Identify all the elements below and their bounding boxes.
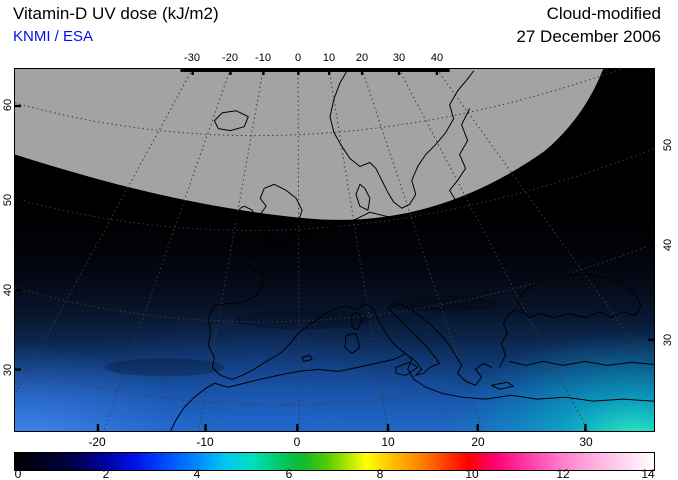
bottom-axis-label: 20 bbox=[471, 435, 485, 449]
source-credit: KNMI / ESA bbox=[13, 28, 94, 45]
map-canvas bbox=[15, 69, 654, 431]
top-axis-label: -30 bbox=[184, 52, 200, 64]
modifier-label: Cloud-modified bbox=[546, 4, 661, 23]
coast-great-britain bbox=[259, 183, 305, 249]
coast-islands bbox=[301, 311, 514, 390]
bottom-axis-label: -20 bbox=[88, 435, 106, 449]
top-axis-label: 20 bbox=[355, 52, 369, 64]
colorbar-tick-label: 10 bbox=[465, 467, 479, 480]
colorbar-tick-label: 8 bbox=[376, 467, 384, 480]
bottom-axis-label: -10 bbox=[196, 435, 214, 449]
plot-title: Vitamin-D UV dose (kJ/m2) bbox=[13, 4, 219, 23]
top-axis-label: 0 bbox=[294, 52, 302, 64]
coast-ireland bbox=[235, 205, 257, 229]
colorbar-tick-label: 14 bbox=[641, 467, 655, 480]
colorbar-tick-label: 6 bbox=[285, 467, 293, 480]
top-axis-label: 10 bbox=[322, 52, 336, 64]
coast-west-europe bbox=[207, 211, 493, 386]
axis-ticks bbox=[15, 69, 654, 431]
colorbar-tick-label: 4 bbox=[193, 467, 201, 480]
coast-black-sea bbox=[516, 273, 642, 319]
colorbar-tick-label: 12 bbox=[556, 467, 570, 480]
map-frame bbox=[14, 68, 655, 432]
coastlines bbox=[170, 70, 654, 431]
bottom-axis-label: 30 bbox=[579, 435, 593, 449]
right-axis-label: 30 bbox=[662, 333, 674, 347]
bottom-axis-label: 10 bbox=[381, 435, 395, 449]
right-axis-label: 50 bbox=[662, 138, 674, 152]
graticule bbox=[15, 69, 654, 431]
right-axis-label: 40 bbox=[662, 238, 674, 252]
top-axis-label: -20 bbox=[222, 52, 238, 64]
date-label: 27 December 2006 bbox=[516, 27, 661, 46]
coast-denmark bbox=[355, 183, 371, 211]
top-axis-label: 30 bbox=[392, 52, 406, 64]
cloud-streaks bbox=[104, 295, 499, 377]
coast-iceland bbox=[213, 110, 249, 132]
colorbar-gradient bbox=[14, 452, 655, 471]
coast-north-africa bbox=[170, 352, 654, 431]
bottom-axis-label: 0 bbox=[293, 435, 301, 449]
top-axis-label: 40 bbox=[430, 52, 444, 64]
coast-turkey bbox=[498, 309, 654, 368]
coast-baltic bbox=[369, 108, 471, 219]
coast-scandinavia bbox=[329, 70, 475, 209]
colorbar-tick-label: 2 bbox=[102, 467, 110, 480]
top-axis-label: -10 bbox=[255, 52, 271, 64]
colorbar-tick-label: 0 bbox=[14, 467, 22, 480]
